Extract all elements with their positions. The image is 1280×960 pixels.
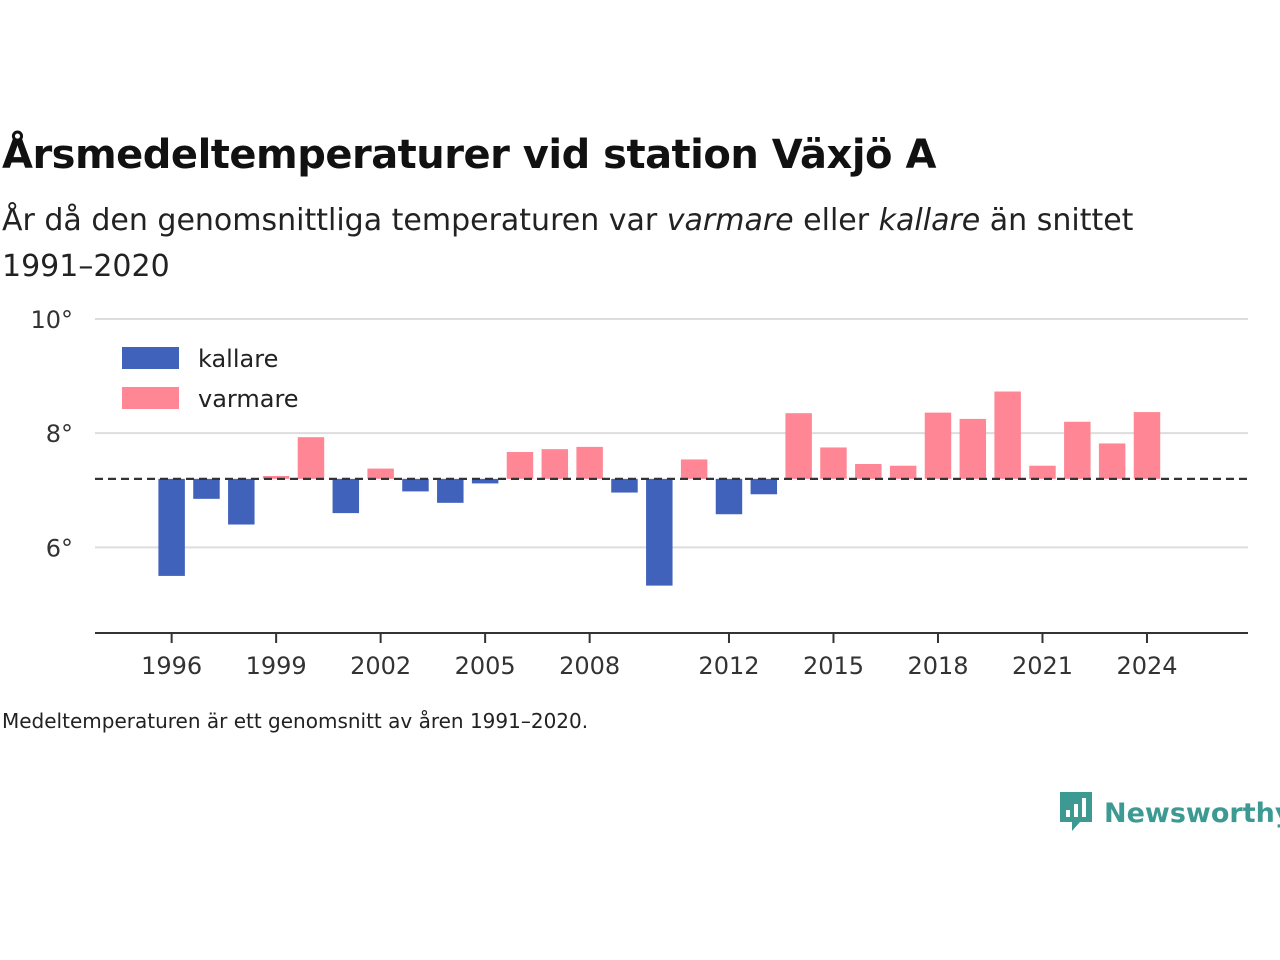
bar-2009 [611, 478, 638, 493]
y-axis-ticks: 6° 8° 10° [30, 306, 73, 562]
bar-2021 [1029, 465, 1056, 479]
bar-2014 [785, 413, 812, 479]
bar-2013 [750, 478, 778, 495]
bar-2001 [332, 478, 360, 514]
bar-1999 [262, 476, 290, 479]
bar-2019 [959, 418, 987, 479]
x-tick-label: 2005 [455, 652, 516, 680]
footnote: Medeltemperaturen är ett genomsnitt av å… [2, 709, 589, 733]
legend-label: varmare [198, 385, 299, 413]
bar-2023 [1098, 443, 1126, 479]
bar-2003 [402, 478, 429, 492]
y-tick-label: 8° [46, 420, 73, 448]
x-tick-label: 1996 [141, 652, 202, 680]
x-axis-ticks: 1996 1999 2002 2005 2008 2012 2015 2018 2021 2024 [141, 633, 1178, 680]
x-tick-label: 2008 [559, 652, 620, 680]
legend-swatch [122, 387, 179, 409]
bars [158, 391, 1161, 586]
x-tick-label: 2021 [1012, 652, 1073, 680]
legend: kallare varmare [122, 345, 299, 413]
subtitle-warm-word: varmare [666, 203, 794, 238]
bar-2006 [506, 452, 534, 479]
legend-swatch [122, 347, 179, 369]
y-tick-label: 10° [30, 306, 73, 334]
x-tick-label: 2002 [350, 652, 411, 680]
bar-2016 [855, 464, 882, 479]
bar-2018 [924, 412, 952, 479]
subtitle-cold-word: kallare [878, 203, 981, 238]
subtitle-text: än snittet 1991–2020 [2, 203, 1134, 284]
bar-2000 [297, 437, 325, 479]
bar-2024 [1133, 412, 1161, 479]
x-tick-label: 2012 [698, 652, 759, 680]
bar-2002 [367, 468, 394, 479]
bar-2005 [471, 478, 499, 484]
bar-2011 [680, 459, 708, 479]
bar-2012 [715, 478, 743, 515]
bar-1998 [228, 478, 255, 525]
bar-2020 [994, 391, 1021, 479]
bar-2015 [820, 447, 847, 479]
chart-subtitle: År då den genomsnittliga temperaturen va… [2, 198, 1232, 290]
x-tick-label: 1999 [246, 652, 307, 680]
y-tick-label: 6° [46, 534, 73, 562]
brand-name: Newsworthy [1104, 797, 1280, 829]
bar-2022 [1064, 421, 1091, 479]
chart-title: Årsmedeltemperaturer vid station Växjö A [2, 132, 936, 178]
bar-1996 [158, 478, 185, 576]
subtitle-text: År då den genomsnittliga temperaturen va… [2, 203, 667, 238]
bar-2017 [889, 465, 917, 479]
bar-1997 [193, 478, 220, 499]
bar-2010 [646, 478, 673, 586]
x-tick-label: 2015 [803, 652, 864, 680]
bar-2004 [437, 478, 464, 503]
bar-2008 [576, 446, 603, 479]
brand: Newsworthy [1058, 790, 1280, 836]
bar-2007 [541, 449, 569, 479]
x-tick-label: 2024 [1116, 652, 1177, 680]
newsworthy-logo-icon [1058, 788, 1094, 838]
subtitle-text: eller [793, 203, 879, 238]
legend-label: kallare [198, 345, 278, 373]
x-tick-label: 2018 [907, 652, 968, 680]
temperature-bar-chart: 6° 8° 10° 1996 1999 2002 2005 2008 2012 2015 2018… [30, 306, 1248, 680]
